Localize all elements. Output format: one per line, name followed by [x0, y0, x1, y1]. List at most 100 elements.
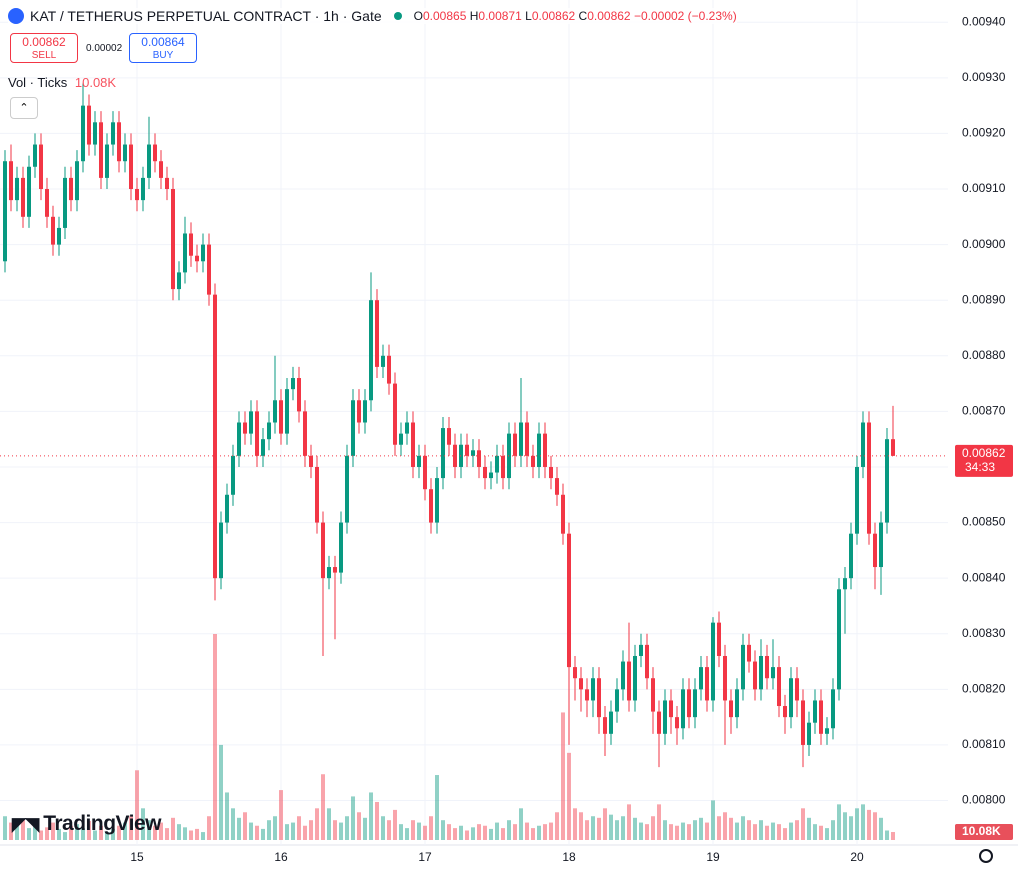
- volume-bar: [279, 790, 283, 840]
- volume-bar: [561, 712, 565, 840]
- candle-body: [675, 717, 679, 729]
- volume-bar: [453, 828, 457, 840]
- candle-body: [57, 227, 61, 245]
- candle-body: [747, 644, 751, 662]
- volume-bar: [759, 820, 763, 840]
- candle-body: [741, 644, 745, 690]
- volume-bar: [207, 816, 211, 840]
- candle-body: [63, 177, 67, 228]
- volume-bar: [477, 824, 481, 840]
- settings-icon[interactable]: [979, 849, 993, 863]
- candle-body: [447, 428, 451, 445]
- candle-body: [21, 177, 25, 217]
- candle-body: [639, 644, 643, 656]
- volume-bar: [627, 804, 631, 840]
- candle-body: [561, 494, 565, 534]
- candle-body: [621, 661, 625, 690]
- candle-body: [345, 455, 349, 523]
- x-tick-label: 19: [706, 850, 720, 864]
- candle-body: [753, 661, 757, 690]
- volume-bar: [711, 800, 715, 840]
- volume-bar: [141, 808, 145, 840]
- volume-bar: [771, 822, 775, 840]
- volume-bar: [633, 817, 637, 840]
- candle-body: [327, 567, 331, 579]
- volume-bar: [213, 634, 217, 840]
- volume-bar: [405, 828, 409, 840]
- volume-bar: [267, 820, 271, 840]
- volume-bar: [555, 812, 559, 840]
- volume-bar: [537, 825, 541, 840]
- candle-body: [285, 389, 289, 434]
- volume-bar: [615, 820, 619, 840]
- candle-body: [507, 433, 511, 479]
- candle-body: [669, 700, 673, 718]
- y-tick-label: 0.00880: [962, 348, 1006, 362]
- symbol-title[interactable]: KAT / TETHERUS PERPETUAL CONTRACT · 1h ·…: [30, 8, 382, 24]
- volume-bar: [261, 828, 265, 840]
- sell-button[interactable]: 0.00862 SELL: [10, 33, 78, 63]
- volume-bar: [591, 816, 595, 840]
- candle-body: [891, 439, 895, 456]
- volume-bar: [669, 824, 673, 840]
- candle-body: [111, 122, 115, 145]
- volume-bar: [825, 828, 829, 840]
- volume-bar: [681, 822, 685, 840]
- y-tick-label: 0.00850: [962, 515, 1006, 529]
- volume-bar: [243, 812, 247, 840]
- candle-body: [195, 255, 199, 262]
- c-value: 0.00862: [587, 9, 631, 23]
- volume-bar: [399, 824, 403, 840]
- candle-body: [633, 655, 637, 701]
- last-price-box: [955, 444, 1013, 477]
- candle-body: [201, 244, 205, 262]
- candle-body: [237, 422, 241, 456]
- candle-body: [459, 444, 463, 467]
- x-tick-label: 20: [850, 850, 864, 864]
- volume-bar: [75, 824, 79, 840]
- candle-body: [213, 294, 217, 579]
- candle-body: [405, 422, 409, 434]
- volume-bar: [513, 824, 517, 840]
- candle-body: [453, 444, 457, 467]
- volume-bar: [369, 792, 373, 840]
- volume-bar: [3, 816, 7, 840]
- candle-body: [309, 455, 313, 467]
- buy-label: BUY: [152, 50, 174, 61]
- buy-button[interactable]: 0.00864 BUY: [129, 33, 197, 63]
- volume-bar: [303, 825, 307, 840]
- volume-bar: [39, 830, 43, 840]
- volume-bar: [741, 816, 745, 840]
- candle-body: [693, 689, 697, 718]
- volume-bar: [363, 817, 367, 840]
- volume-bar: [687, 824, 691, 840]
- candle-body: [387, 355, 391, 384]
- candle-body: [177, 272, 181, 290]
- volume-bar: [441, 820, 445, 840]
- volume-bar: [93, 830, 97, 840]
- l-label: L: [525, 9, 532, 23]
- collapse-button[interactable]: ⌃: [10, 97, 38, 119]
- volume-bar: [489, 828, 493, 840]
- candle-body: [585, 689, 589, 701]
- candle-body: [699, 667, 703, 690]
- candle-body: [231, 455, 235, 495]
- candle-body: [357, 400, 361, 423]
- h-value: 0.00871: [478, 9, 522, 23]
- candle-body: [573, 667, 577, 679]
- volume-bar: [171, 817, 175, 840]
- candle-body: [843, 578, 847, 590]
- volume-bar: [573, 808, 577, 840]
- volume-bar: [381, 816, 385, 840]
- candle-body: [525, 422, 529, 456]
- candle-body: [351, 400, 355, 456]
- candle-body: [801, 700, 805, 745]
- volume-bar: [351, 796, 355, 840]
- volume-bar: [201, 832, 205, 840]
- volume-bar: [891, 832, 895, 840]
- candle-body: [261, 439, 265, 456]
- volume-bar: [879, 817, 883, 840]
- candle-body: [849, 533, 853, 579]
- candle-body: [39, 144, 43, 190]
